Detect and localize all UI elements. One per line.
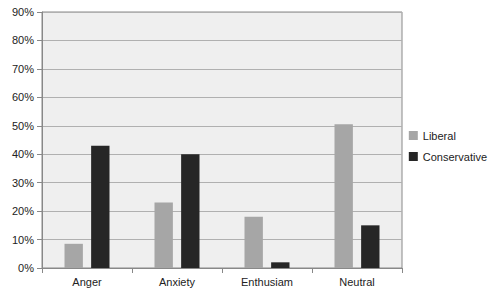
svg-text:Enthusiam: Enthusiam — [241, 276, 293, 288]
svg-text:Conservative: Conservative — [423, 151, 487, 163]
svg-text:0%: 0% — [18, 262, 34, 274]
svg-text:50%: 50% — [12, 120, 34, 132]
svg-text:80%: 80% — [12, 34, 34, 46]
svg-text:90%: 90% — [12, 6, 34, 18]
svg-text:20%: 20% — [12, 205, 34, 217]
svg-text:Anger: Anger — [72, 276, 102, 288]
svg-text:70%: 70% — [12, 63, 34, 75]
svg-text:Neutral: Neutral — [339, 276, 374, 288]
svg-text:10%: 10% — [12, 234, 34, 246]
svg-text:60%: 60% — [12, 91, 34, 103]
svg-text:Anxiety: Anxiety — [159, 276, 196, 288]
svg-text:Liberal: Liberal — [423, 130, 456, 142]
svg-text:40%: 40% — [12, 148, 34, 160]
svg-text:30%: 30% — [12, 177, 34, 189]
